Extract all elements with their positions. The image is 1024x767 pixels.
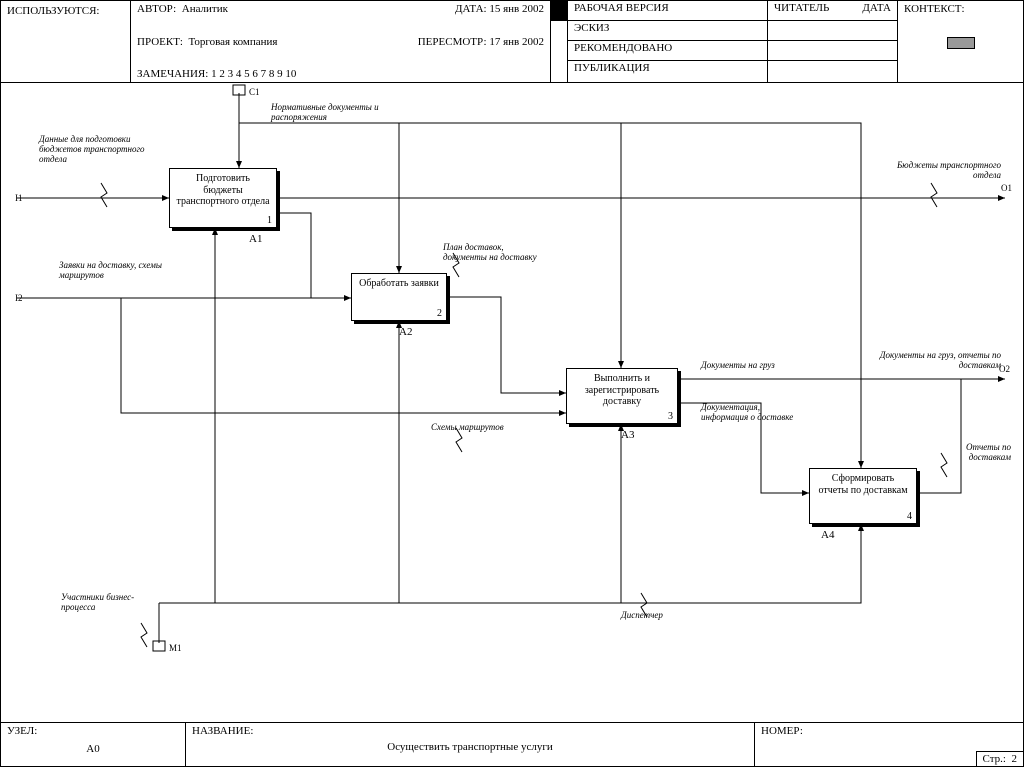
activity-a1-num: 1 bbox=[267, 215, 272, 227]
rev: 17 янв 2002 bbox=[489, 36, 544, 48]
status-working: РАБОЧАЯ ВЕРСИЯ bbox=[568, 1, 767, 21]
svg-text:C1: C1 bbox=[249, 87, 260, 97]
activity-a4-text: Сформировать отчеты по доставкам bbox=[818, 473, 907, 496]
label-o2b: Отчеты по доставкам bbox=[931, 443, 1011, 463]
label-o2: Документы на груз, отчеты по доставкам bbox=[871, 351, 1001, 371]
label-a3out1: Документы на груз bbox=[701, 361, 801, 371]
date: 15 янв 2002 bbox=[489, 3, 544, 15]
node-value: A0 bbox=[7, 743, 179, 755]
arrows: I1 I2 O1 C1 O2 bbox=[1, 83, 1023, 722]
a3-label: A3 bbox=[621, 429, 634, 441]
status-draft: ЭСКИЗ bbox=[568, 21, 767, 41]
used-label: ИСПОЛЬЗУЮТСЯ: bbox=[7, 5, 100, 17]
activity-a1: Подготовить бюджеты транспортного отдела… bbox=[169, 168, 277, 228]
readers-date-label: ДАТА bbox=[862, 2, 891, 19]
activity-a3-text: Выполнить и зарегистрировать доставку bbox=[585, 373, 659, 407]
footer-number: НОМЕР: Стр.: 2 bbox=[755, 723, 1023, 766]
a2-label: A2 bbox=[399, 326, 412, 338]
used-at: ИСПОЛЬЗУЮТСЯ: bbox=[1, 1, 131, 82]
activity-a3-num: 3 bbox=[668, 411, 673, 423]
header-table: ИСПОЛЬЗУЮТСЯ: АВТОР: Аналитик ДАТА: 15 я… bbox=[1, 1, 1023, 83]
label-i1: Данные для подготовки бюджетов транспорт… bbox=[39, 135, 159, 165]
page-value: 2 bbox=[1012, 753, 1018, 765]
rev-label: ПЕРЕСМОТР: bbox=[418, 36, 487, 48]
readers-col: ЧИТАТЕЛЬ ДАТА bbox=[768, 1, 898, 82]
label-dispatcher: Диспетчер bbox=[621, 611, 701, 621]
node-label: УЗЕЛ: bbox=[7, 725, 37, 737]
activity-a2-num: 2 bbox=[437, 308, 442, 320]
author-label: АВТОР: bbox=[137, 3, 176, 15]
context-col: КОНТЕКСТ: bbox=[898, 1, 1023, 82]
number-label: НОМЕР: bbox=[761, 725, 803, 737]
title-value: Осуществить транспортные услуги bbox=[387, 741, 552, 753]
diagram-canvas: I1 I2 O1 C1 O2 bbox=[1, 83, 1023, 722]
status-col: РАБОЧАЯ ВЕРСИЯ ЭСКИЗ РЕКОМЕНДОВАНО ПУБЛИ… bbox=[568, 1, 768, 82]
notes: 1 2 3 4 5 6 7 8 9 10 bbox=[211, 68, 296, 80]
project: Торговая компания bbox=[188, 36, 277, 48]
activity-a4-num: 4 bbox=[907, 511, 912, 523]
footer-table: УЗЕЛ: A0 НАЗВАНИЕ: Осуществить транспорт… bbox=[1, 722, 1023, 766]
notes-label: ЗАМЕЧАНИЯ: bbox=[137, 68, 208, 80]
context-label: КОНТЕКСТ: bbox=[904, 3, 965, 15]
label-routes: Схемы маршрутов bbox=[431, 423, 531, 433]
label-o1: Бюджеты транспортного отдела bbox=[881, 161, 1001, 181]
svg-text:O1: O1 bbox=[1001, 183, 1012, 193]
label-a3out2: Документация, информация о доставке bbox=[701, 403, 801, 423]
svg-text:I1: I1 bbox=[15, 193, 23, 203]
title-label: НАЗВАНИЕ: bbox=[192, 725, 253, 737]
svg-text:M1: M1 bbox=[169, 643, 182, 653]
activity-a2: Обработать заявки 2 bbox=[351, 273, 447, 321]
activity-a1-text: Подготовить бюджеты транспортного отдела bbox=[176, 173, 269, 207]
label-i2: Заявки на доставку, схемы маршрутов bbox=[59, 261, 169, 281]
label-c1: Нормативные документы и распоряжения bbox=[271, 103, 401, 123]
label-a2out: План доставок, документы на доставку bbox=[443, 243, 543, 263]
project-label: ПРОЕКТ: bbox=[137, 36, 183, 48]
status-marker bbox=[551, 1, 567, 21]
footer-title: НАЗВАНИЕ: Осуществить транспортные услуг… bbox=[186, 723, 755, 766]
date-label: ДАТА: bbox=[455, 3, 487, 15]
context-icon bbox=[947, 37, 975, 49]
status-publication: ПУБЛИКАЦИЯ bbox=[568, 61, 767, 81]
meta-col: АВТОР: Аналитик ДАТА: 15 янв 2002 ПРОЕКТ… bbox=[131, 1, 551, 82]
label-m1: Участники бизнес-процесса bbox=[61, 593, 151, 613]
a1-label: A1 bbox=[249, 233, 262, 245]
activity-a2-text: Обработать заявки bbox=[359, 278, 439, 289]
readers-label: ЧИТАТЕЛЬ bbox=[774, 2, 829, 19]
activity-a3: Выполнить и зарегистрировать доставку 3 bbox=[566, 368, 678, 424]
activity-a4: Сформировать отчеты по доставкам 4 bbox=[809, 468, 917, 524]
footer-node: УЗЕЛ: A0 bbox=[1, 723, 186, 766]
author: Аналитик bbox=[182, 3, 228, 15]
a4-label: A4 bbox=[821, 529, 834, 541]
svg-text:I2: I2 bbox=[15, 293, 23, 303]
status-recommended: РЕКОМЕНДОВАНО bbox=[568, 41, 767, 61]
page-label: Стр.: bbox=[983, 753, 1006, 765]
